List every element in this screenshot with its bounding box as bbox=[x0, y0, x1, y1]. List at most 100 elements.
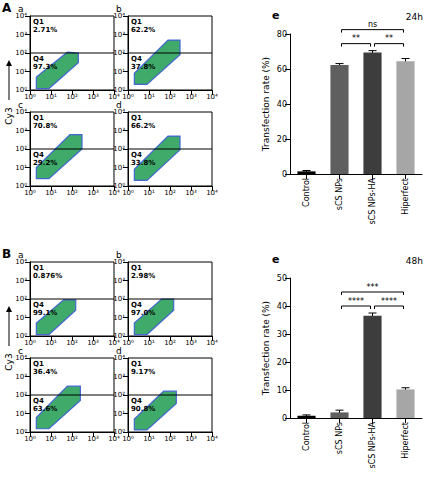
svg-text:63.6%: 63.6% bbox=[33, 405, 57, 413]
svg-text:Q4: Q4 bbox=[33, 151, 44, 159]
svg-text:62.2%: 62.2% bbox=[131, 26, 155, 34]
svg-text:Q1: Q1 bbox=[33, 114, 44, 122]
svg-text:20: 20 bbox=[277, 135, 287, 144]
svg-text:Q4: Q4 bbox=[131, 55, 142, 63]
svg-text:80: 80 bbox=[277, 30, 287, 39]
svg-text:10²: 10² bbox=[66, 339, 78, 347]
svg-text:10⁴: 10⁴ bbox=[206, 435, 218, 443]
svg-text:Q4: Q4 bbox=[33, 301, 44, 309]
svg-text:30: 30 bbox=[277, 330, 287, 339]
svg-text:Transfection rate (%): Transfection rate (%) bbox=[261, 57, 271, 152]
svg-text:ns: ns bbox=[368, 20, 377, 29]
svg-text:10³: 10³ bbox=[87, 339, 99, 347]
svg-text:10³: 10³ bbox=[113, 31, 125, 39]
svg-text:99.1%: 99.1% bbox=[33, 309, 57, 317]
svg-text:10⁰: 10⁰ bbox=[122, 339, 134, 347]
svg-text:10¹: 10¹ bbox=[15, 68, 27, 76]
svg-text:10²: 10² bbox=[15, 295, 27, 303]
svg-text:10²: 10² bbox=[164, 435, 176, 443]
svg-text:Q4: Q4 bbox=[33, 55, 44, 63]
svg-text:10²: 10² bbox=[113, 145, 125, 153]
svg-text:66.2%: 66.2% bbox=[131, 122, 155, 130]
svg-text:10¹: 10¹ bbox=[143, 189, 155, 197]
svg-text:10³: 10³ bbox=[15, 31, 27, 39]
svg-text:50: 50 bbox=[277, 274, 287, 283]
svg-text:48h: 48h bbox=[406, 256, 423, 266]
svg-text:10²: 10² bbox=[66, 93, 78, 101]
svg-text:**: ** bbox=[385, 34, 393, 43]
svg-text:10¹: 10¹ bbox=[15, 410, 27, 418]
svg-text:2.71%: 2.71% bbox=[33, 26, 57, 34]
svg-text:10¹: 10¹ bbox=[113, 314, 125, 322]
svg-text:40: 40 bbox=[277, 100, 287, 109]
svg-text:10⁰: 10⁰ bbox=[122, 189, 134, 197]
svg-text:10²: 10² bbox=[164, 93, 176, 101]
svg-text:10³: 10³ bbox=[113, 127, 125, 135]
svg-text:Cy3: Cy3 bbox=[4, 353, 14, 370]
svg-text:37.8%: 37.8% bbox=[131, 63, 155, 71]
svg-text:97.0%: 97.0% bbox=[131, 309, 155, 317]
svg-text:10¹: 10¹ bbox=[143, 93, 155, 101]
svg-text:Q1: Q1 bbox=[33, 264, 44, 272]
svg-text:Control: Control bbox=[302, 422, 311, 451]
svg-text:29.2%: 29.2% bbox=[33, 159, 57, 167]
svg-text:10²: 10² bbox=[15, 391, 27, 399]
svg-text:Q4: Q4 bbox=[131, 151, 142, 159]
svg-text:Q4: Q4 bbox=[33, 397, 44, 405]
svg-text:10⁴: 10⁴ bbox=[206, 93, 218, 101]
svg-text:10³: 10³ bbox=[87, 435, 99, 443]
svg-text:10¹: 10¹ bbox=[15, 314, 27, 322]
svg-text:10²: 10² bbox=[113, 295, 125, 303]
svg-text:Q1: Q1 bbox=[131, 114, 142, 122]
svg-text:10²: 10² bbox=[15, 49, 27, 57]
svg-text:10³: 10³ bbox=[185, 189, 197, 197]
svg-text:10³: 10³ bbox=[113, 373, 125, 381]
svg-text:10¹: 10¹ bbox=[113, 410, 125, 418]
svg-text:b: b bbox=[116, 250, 122, 260]
svg-text:2.98%: 2.98% bbox=[131, 272, 155, 280]
svg-text:0: 0 bbox=[282, 414, 287, 423]
svg-text:a: a bbox=[18, 250, 24, 260]
svg-text:0.876%: 0.876% bbox=[33, 272, 62, 280]
svg-text:e: e bbox=[272, 9, 279, 22]
svg-text:Q4: Q4 bbox=[131, 301, 142, 309]
svg-text:10⁰: 10⁰ bbox=[122, 93, 134, 101]
svg-text:10⁴: 10⁴ bbox=[206, 339, 218, 347]
svg-text:70.8%: 70.8% bbox=[33, 122, 57, 130]
svg-text:sCS NPs-HA: sCS NPs-HA bbox=[368, 177, 377, 224]
svg-text:10¹: 10¹ bbox=[143, 339, 155, 347]
svg-text:10²: 10² bbox=[164, 189, 176, 197]
svg-text:20: 20 bbox=[277, 358, 287, 367]
svg-text:10⁰: 10⁰ bbox=[24, 435, 36, 443]
svg-text:10¹: 10¹ bbox=[45, 339, 57, 347]
svg-text:B: B bbox=[2, 247, 11, 261]
svg-text:Q4: Q4 bbox=[131, 397, 142, 405]
svg-text:10²: 10² bbox=[15, 145, 27, 153]
svg-text:c: c bbox=[18, 346, 23, 356]
svg-text:10³: 10³ bbox=[185, 339, 197, 347]
svg-text:60: 60 bbox=[277, 65, 287, 74]
svg-text:**: ** bbox=[352, 34, 360, 43]
svg-text:10¹: 10¹ bbox=[113, 68, 125, 76]
svg-text:10⁴: 10⁴ bbox=[108, 435, 120, 443]
svg-text:10³: 10³ bbox=[185, 435, 197, 443]
svg-text:10⁴: 10⁴ bbox=[206, 189, 218, 197]
svg-text:40: 40 bbox=[277, 302, 287, 311]
svg-text:10³: 10³ bbox=[113, 277, 125, 285]
svg-text:10⁰: 10⁰ bbox=[24, 93, 36, 101]
svg-text:10: 10 bbox=[277, 386, 287, 395]
svg-text:Q1: Q1 bbox=[131, 360, 142, 368]
svg-text:A: A bbox=[2, 1, 12, 15]
svg-text:c: c bbox=[18, 100, 23, 110]
svg-text:d: d bbox=[116, 346, 122, 356]
svg-text:10¹: 10¹ bbox=[113, 164, 125, 172]
svg-text:10³: 10³ bbox=[185, 93, 197, 101]
svg-text:b: b bbox=[116, 4, 122, 14]
svg-text:sCS NPs: sCS NPs bbox=[335, 422, 344, 454]
svg-text:Hiperfect: Hiperfect bbox=[401, 422, 410, 459]
svg-text:Q1: Q1 bbox=[33, 18, 44, 26]
svg-text:10¹: 10¹ bbox=[45, 93, 57, 101]
svg-text:d: d bbox=[116, 100, 122, 110]
svg-text:sCS NPs: sCS NPs bbox=[335, 178, 344, 210]
svg-text:10⁰: 10⁰ bbox=[24, 189, 36, 197]
